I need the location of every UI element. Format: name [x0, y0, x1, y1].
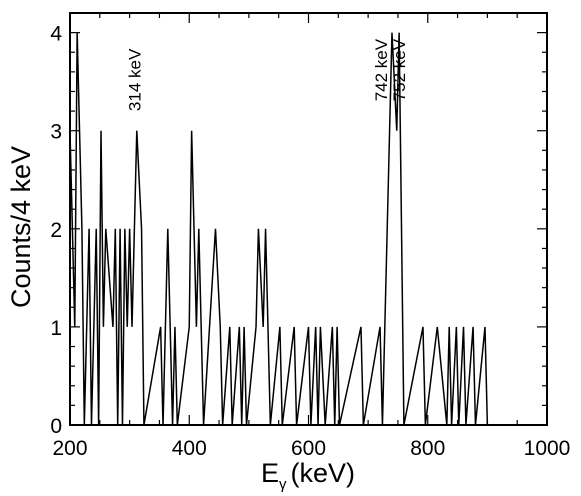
x-axis-label-subscript: γ [279, 476, 287, 493]
y-tick-label: 0 [50, 415, 62, 438]
peak-annotation: 752 keV [390, 38, 409, 101]
histogram-bin [75, 327, 77, 425]
x-axis-label: Eγ (keV) [261, 458, 355, 493]
histogram-bin [263, 327, 265, 425]
x-tick-label: 400 [172, 437, 207, 460]
y-tick-label: 1 [50, 317, 62, 340]
histogram-bin [113, 327, 115, 425]
histogram-bin [390, 131, 392, 425]
x-tick-label: 800 [410, 437, 445, 460]
x-tick-label: 200 [52, 437, 87, 460]
y-tick-label: 4 [50, 23, 62, 46]
x-axis-label-symbol: E [261, 458, 279, 488]
x-axis-label-unit: (keV) [291, 458, 356, 488]
histogram-bin [256, 327, 258, 425]
histogram-bin [103, 327, 105, 425]
y-tick-label: 2 [50, 219, 62, 242]
histogram-bin [397, 131, 399, 425]
peak-annotation: 742 keV [372, 38, 391, 101]
x-tick-label: 1000 [524, 437, 571, 460]
x-tick-label: 600 [291, 437, 326, 460]
plot-frame [69, 12, 548, 426]
histogram-bin [189, 327, 191, 425]
histogram-bin [132, 327, 134, 425]
histogram-bin [196, 327, 198, 425]
y-tick-label: 3 [50, 121, 62, 144]
peak-annotation: 314 keV [125, 48, 144, 111]
histogram-bin [127, 327, 129, 425]
y-axis-label: Counts/4 keV [6, 146, 36, 308]
histogram-bin [134, 229, 136, 425]
axis-tick-labels: 200 400 600 800 1000 0 1 2 3 4 [50, 23, 570, 460]
